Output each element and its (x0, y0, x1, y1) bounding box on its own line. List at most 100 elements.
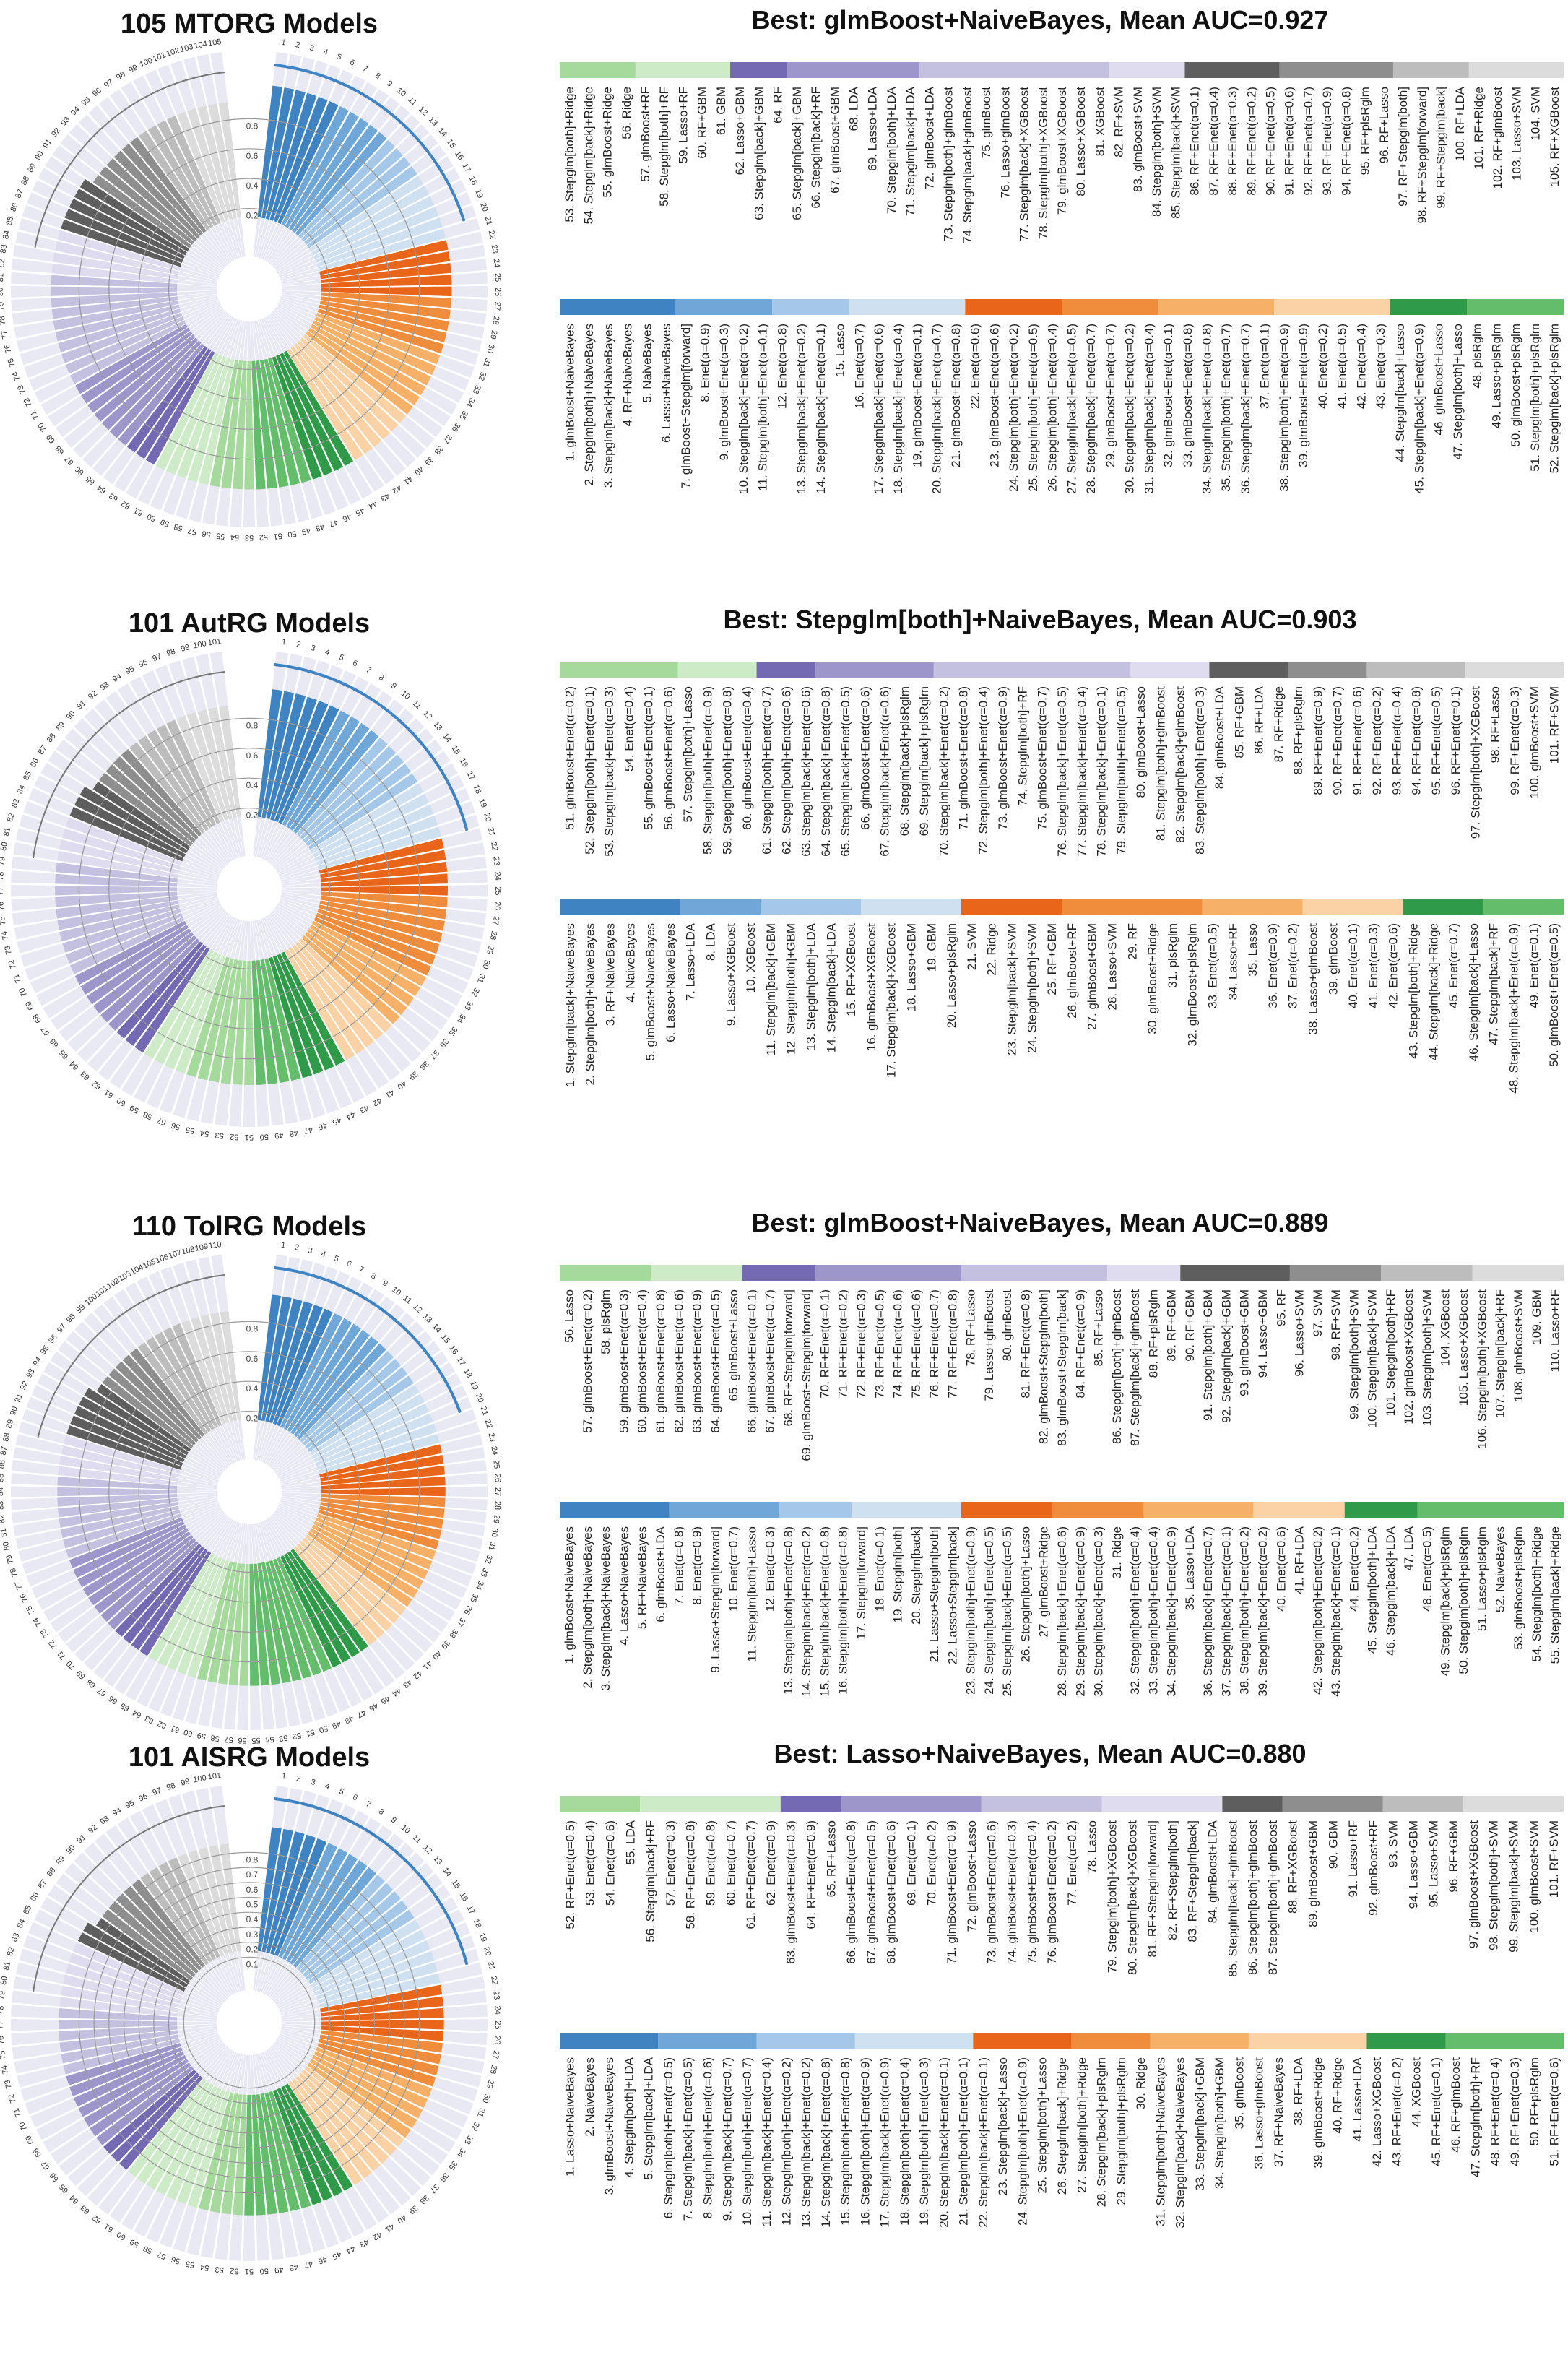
legend-label: 6. Lasso+NaiveBayes (664, 923, 677, 1042)
index-label-96: 96 (47, 1333, 59, 1345)
legend-label: 104. XGBoost (1439, 1289, 1452, 1366)
index-label-3: 3 (308, 43, 315, 53)
legend-label: 83. glmBoost+Stepglm[back] (1055, 1289, 1069, 1446)
bar-model-81 (59, 839, 180, 874)
legend-label: 49. RF+Enet(α=0.3) (1508, 2057, 1522, 2166)
legend-label: 5. glmBoost+NaiveBayes (644, 923, 657, 1060)
legend-label: 34. Stepglm[back]+Enet(α=0.8) (1200, 324, 1213, 494)
index-label-61: 61 (132, 506, 144, 517)
index-label-79: 79 (0, 1990, 7, 2000)
legend-label: 20. Lasso+plsRglm (945, 923, 958, 1028)
index-label-54: 54 (265, 1734, 274, 1744)
bar-model-81 (59, 1502, 178, 1528)
bar-model-42 (285, 2083, 353, 2191)
bar-model-76 (59, 2026, 178, 2041)
index-label-57: 57 (224, 1734, 233, 1744)
index-label-31: 31 (475, 973, 487, 985)
legend-label: 12. Stepglm[both]+GBM (784, 923, 798, 1055)
chart-title: 105 MTORG Models (121, 9, 378, 39)
legend-label: 86. RF+Enet(α=0.1) (1188, 87, 1202, 196)
bar-model-54 (209, 959, 238, 1083)
legend-label: 59. Stepglm[both]+Enet(α=0.8) (721, 686, 735, 855)
bar-model-19 (316, 815, 438, 866)
bar-model-75 (77, 1524, 187, 1588)
legend-swatch-pale_green (651, 1265, 742, 1281)
index-label-3: 3 (310, 1778, 316, 1787)
index-label-101: 101 (152, 51, 167, 64)
index-label-9: 9 (381, 1279, 389, 1288)
legend-swatch-dark_gray (1184, 62, 1280, 78)
bar-model-13 (301, 148, 403, 242)
legend-label: 54. Enet(α=0.4) (622, 686, 636, 771)
legend-label: 60. glmBoost+Enet(α=0.4) (740, 686, 754, 830)
index-label-44: 44 (390, 1686, 402, 1698)
legend-label: 53. Stepglm[both]+Ridge (563, 87, 576, 222)
legend-label: 42. Enet(α=0.4) (1354, 324, 1368, 409)
index-label-52: 52 (259, 532, 268, 542)
bar-model-79 (63, 1509, 181, 1549)
bar-model-92 (99, 166, 194, 245)
legend-label: 35. glmBoost (1232, 2057, 1246, 2129)
index-label-67: 67 (64, 454, 76, 467)
bar-model-94 (149, 1867, 213, 1963)
tick-circle-0.4 (138, 178, 360, 400)
index-label-83: 83 (0, 1500, 6, 1510)
bar-model-30 (319, 304, 447, 342)
legend-label: 55. Stepglm[back]+Ridge (1548, 1526, 1561, 1664)
legend-label: 26. Stepglm[both]+Lasso (1018, 1526, 1032, 1663)
legend-label: 19. Stepglm[both]+Enet(α=0.3) (917, 2057, 931, 2226)
index-label-48: 48 (289, 1128, 299, 1138)
bar-model-50 (269, 1560, 312, 1679)
tick-label-0.4: 0.4 (246, 1383, 259, 1393)
legend-label: 44. Stepglm[back]+Ridge (1426, 923, 1440, 1060)
index-label-57: 57 (156, 2249, 168, 2261)
legend-label: 63. glmBoost+Enet(α=0.3) (784, 1820, 798, 1964)
index-label-49: 49 (274, 1131, 284, 1140)
bar-model-98 (115, 1361, 199, 1443)
index-label-14: 14 (441, 1866, 453, 1878)
index-label-100: 100 (138, 56, 154, 70)
index-label-75: 75 (25, 1604, 36, 1616)
legend-label: 72. RF+Enet(α=0.3) (854, 1289, 868, 1399)
bar-model-38 (303, 334, 406, 423)
bar-model-14 (306, 1900, 408, 1981)
bar-model-87 (92, 782, 191, 850)
index-label-19: 19 (477, 798, 488, 809)
legend-swatch-pale_gray (1468, 62, 1564, 78)
index-label-17: 17 (465, 770, 477, 782)
bar-model-16 (310, 1919, 420, 1988)
index-label-32: 32 (469, 2120, 481, 2132)
legend-label: 15. Stepglm[both]+Enet(α=0.8) (839, 2057, 852, 2226)
chart-subtitle: Best: glmBoost+NaiveBayes, Mean AUC=0.88… (752, 1208, 1329, 1237)
legend-label: 22. Ridge (985, 923, 999, 976)
legend-label: 9. Stepglm[back]+Enet(α=0.7) (721, 2057, 735, 2221)
legend-label: 97. glmBoost+XGBoost (1467, 1820, 1481, 1948)
chart-subtitle: Best: Stepglm[both]+NaiveBayes, Mean AUC… (724, 605, 1357, 634)
bar-model-34 (309, 925, 421, 997)
bar-model-84 (73, 1942, 184, 1996)
legend-label: 20. Stepglm[back] (909, 1526, 923, 1625)
bar-model-20 (318, 1962, 438, 2004)
legend-swatch-dark_green (1403, 899, 1483, 915)
legend-label: 16. Enet(α=0.7) (852, 324, 866, 409)
bar-model-52 (261, 1562, 291, 1684)
index-label-14: 14 (430, 1322, 443, 1334)
bar-model-104 (207, 103, 237, 219)
bar-model-105 (172, 1323, 222, 1427)
index-label-36: 36 (438, 1037, 450, 1049)
bar-model-100 (130, 1348, 205, 1438)
ref-arc (32, 670, 225, 858)
bar-model-29 (319, 904, 443, 943)
bar-model-85 (57, 1477, 178, 1490)
index-label-89: 89 (4, 1419, 15, 1430)
legend-label: 98. RF+SVM (1329, 1289, 1343, 1360)
index-label-49: 49 (331, 1719, 342, 1730)
bar-model-2 (261, 1296, 292, 1422)
legend-label: 62. Stepglm[both]+Enet(α=0.6) (779, 686, 793, 855)
index-label-103: 103 (179, 43, 194, 54)
bar-model-82 (51, 263, 178, 284)
bar-model-68 (83, 2059, 189, 2127)
index-label-39: 39 (407, 2203, 419, 2216)
legend-label: 68. LDA (847, 86, 861, 131)
